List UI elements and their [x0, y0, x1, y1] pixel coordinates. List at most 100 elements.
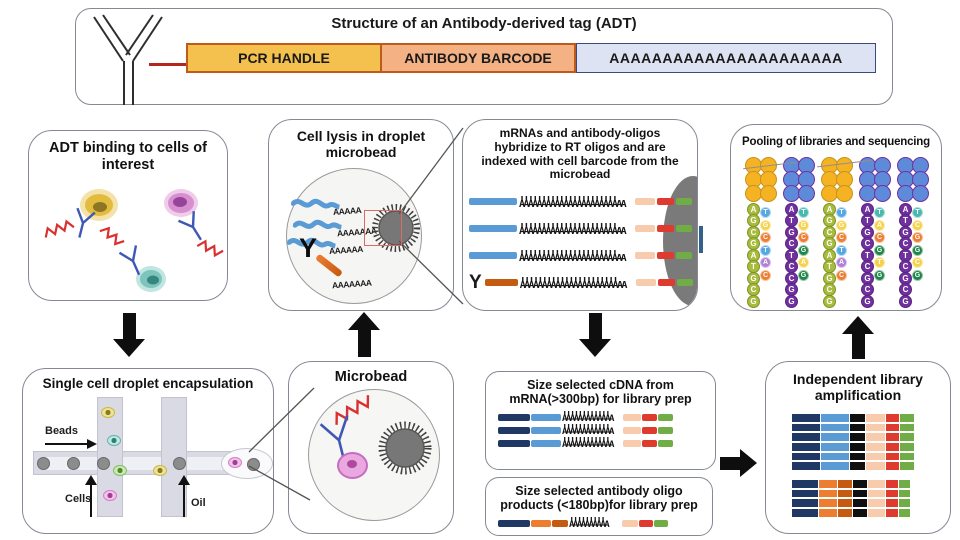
oligo-segment [623, 413, 641, 421]
bead [37, 457, 50, 470]
base-circle: A [836, 257, 847, 269]
library-fragment-bar [792, 452, 914, 461]
oligo-segment [657, 252, 674, 259]
base-circle: A [874, 219, 885, 231]
library-fragment-bar [792, 423, 914, 432]
mrna-strand-icon [292, 219, 343, 230]
cells-label: Cells [65, 493, 92, 505]
antibody-fragment-row: TTTTTTTTT AAAAAAAAAA [498, 517, 712, 530]
oligo-segment [622, 519, 638, 527]
cell [337, 452, 368, 479]
cell [107, 435, 121, 446]
polya-tail: AAAAA [332, 205, 362, 217]
read-cluster-cap [783, 157, 815, 202]
oligo-squiggle-icon [335, 395, 370, 425]
oligo-segment [623, 439, 641, 447]
base-circle: G [874, 269, 885, 281]
amplification-title: Independent library amplification [793, 371, 923, 404]
base-circle: C [836, 232, 847, 244]
encapsulation-title: Single cell droplet encapsulation [42, 376, 254, 391]
oligo-segment [531, 413, 561, 421]
hybridized-oligo-row: Y TTTTTTTTTTTTTTTTTTTTTT AAAAAAAAAAAAAAAAA… [469, 269, 695, 296]
cdna-library-stack [792, 414, 914, 472]
antibody-icon [76, 207, 96, 238]
base-circle: T [874, 207, 885, 218]
size-cdna-title: Size selected cDNA from mRNA(>300bp) for… [509, 378, 692, 407]
base-circle: A [899, 202, 912, 216]
oil-flow-arrow [178, 475, 190, 517]
read-cluster-cap [859, 157, 891, 202]
oligo-segment [498, 519, 530, 527]
bead-circle [874, 185, 891, 202]
cdna-fragment-bar: TTTTTTTTTTTT AAAAAAAAAAAAA [498, 424, 715, 437]
base-circle: C [861, 260, 874, 273]
cell [228, 457, 242, 468]
oligo-segment [635, 225, 655, 232]
bead [247, 458, 260, 471]
cell [103, 490, 117, 501]
encapsulation-box: Single cell droplet encapsulation Beads … [22, 368, 274, 534]
base-circle: G [760, 219, 771, 231]
adt-linker-line [149, 63, 189, 66]
read-cluster-cap [821, 157, 853, 202]
size-antibody-box: Size selected antibody oligo products (<… [485, 477, 713, 536]
base-circle: C [912, 257, 923, 269]
oligo-segment [657, 225, 674, 232]
bead-circle [798, 185, 815, 202]
antibody-fragment-bar: TTTTTTTTT AAAAAAAAAA [498, 517, 712, 530]
oligo-segment [531, 519, 551, 527]
pcr-handle-label: PCR HANDLE [238, 50, 330, 66]
bead-circle [836, 185, 853, 202]
base-circle: T [874, 257, 885, 269]
antibody-oligo-bar [484, 279, 518, 286]
library-fragment-bar [792, 443, 914, 451]
bead [67, 457, 80, 470]
adt-structure-box: Structure of an Antibody-derived tag (AD… [75, 8, 893, 105]
adt-binding-title: ADT binding to cells of interest [49, 140, 207, 173]
adt-binding-box: ADT binding to cells of interest [28, 130, 228, 301]
oligo-segment [642, 439, 657, 447]
base-circle: G [899, 225, 912, 239]
cell [101, 407, 115, 418]
antibody-glyph: Y [469, 272, 482, 293]
arrow-down-encapsulation [113, 313, 145, 357]
base-circle: G [798, 244, 809, 256]
oligo-segment [676, 198, 692, 205]
library-fragment-bar [792, 462, 914, 470]
oil-label: Oil [191, 497, 206, 509]
mrna-strand-icon [286, 237, 337, 249]
size-cdna-box: Size selected cDNA from mRNA(>300bp) for… [485, 371, 716, 470]
cdna-fragment-rows: TTTTTTTTTTTT AAAAAAAAAAAAA TTTTTTTTTTTT AAA… [498, 411, 715, 450]
arrow-up-lysis [348, 312, 380, 357]
microbead-icon [378, 421, 432, 475]
mrna-strand-icon [290, 198, 341, 210]
hybridization-title: mRNAs and antibody-oligos hybridize to R… [481, 126, 679, 182]
oligo-segment [676, 279, 693, 286]
pooling-title: Pooling of libraries and sequencing [742, 136, 930, 148]
oligo-segment [654, 519, 668, 527]
hybridization-box: mRNAs and antibody-oligos hybridize to R… [462, 119, 698, 311]
base-circle: C [912, 219, 923, 231]
base-circle: T [760, 207, 771, 218]
rt-oligo-tick [699, 226, 703, 253]
adt-bar: PCR HANDLE ANTIBODY BARCODE AAAAAAAAAAAA… [186, 43, 876, 73]
duplex-strand: TTTTTTTTTTTTTTTTTTTTTT AAAAAAAAAAAAAAAAAA… [519, 195, 627, 208]
oligo-segment [623, 426, 641, 434]
oligo-segment [642, 426, 657, 434]
base-circle: T [836, 207, 847, 218]
pcr-handle-segment: PCR HANDLE [186, 43, 382, 73]
base-circle: A [823, 248, 836, 262]
size-antibody-title: Size selected antibody oligo products (<… [500, 484, 698, 513]
oligo-segment [531, 426, 561, 434]
library-fragment-bar [792, 414, 914, 422]
library-fragment-bar [792, 509, 910, 517]
base-circle: C [874, 232, 885, 244]
antibody-icon [93, 14, 163, 105]
zoom-region-outline [364, 210, 402, 246]
oligo-segment [635, 252, 655, 259]
